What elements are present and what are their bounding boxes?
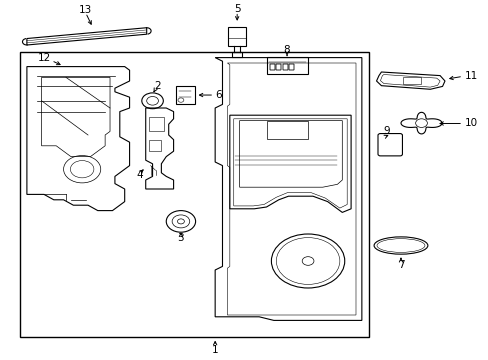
Text: 5: 5: [233, 4, 240, 14]
Bar: [269, 64, 274, 70]
Bar: [282, 64, 287, 70]
Bar: [288, 64, 293, 70]
Bar: [232, 52, 242, 57]
Bar: [403, 77, 420, 84]
Bar: [266, 57, 307, 74]
Bar: [276, 64, 281, 70]
Text: 1: 1: [211, 345, 218, 355]
Bar: [269, 64, 274, 70]
Text: 13: 13: [79, 5, 92, 15]
Bar: [176, 86, 194, 104]
Bar: [149, 117, 163, 131]
Text: 8: 8: [283, 45, 290, 55]
Text: 3: 3: [177, 233, 184, 243]
Bar: [149, 140, 161, 151]
Text: 4: 4: [136, 170, 142, 180]
Text: 7: 7: [397, 260, 404, 270]
Text: 10: 10: [464, 118, 477, 128]
Text: 6: 6: [215, 90, 222, 100]
Bar: [20, 52, 368, 337]
Text: 2: 2: [154, 81, 161, 91]
Bar: [288, 64, 293, 70]
Text: 9: 9: [382, 126, 389, 136]
Bar: [228, 27, 245, 46]
Text: 12: 12: [37, 53, 51, 63]
Bar: [266, 121, 307, 139]
Text: 11: 11: [464, 71, 477, 81]
Bar: [282, 64, 287, 70]
Bar: [276, 64, 281, 70]
